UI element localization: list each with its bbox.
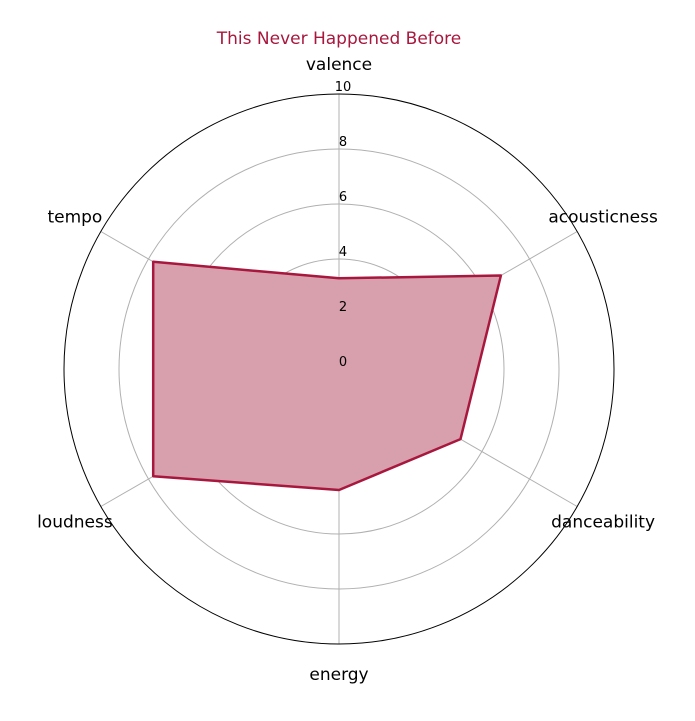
axis-label-loudness: loudness	[37, 513, 113, 533]
axis-label-valence: valence	[306, 55, 372, 75]
axis-label-danceability: danceability	[551, 513, 655, 533]
radial-ticks: 0 2 4 6 8 10	[335, 80, 352, 370]
r-tick-label: 10	[335, 80, 352, 95]
outer-frame	[63, 93, 615, 645]
series-area	[153, 261, 501, 490]
axis-labels: valence acousticness danceability energy lou…	[37, 55, 658, 685]
r-tick-label: 4	[339, 245, 347, 260]
series-line	[151, 260, 503, 492]
series-layer	[151, 260, 503, 492]
chart-title: This Never Happened Before	[216, 29, 461, 49]
r-tick-label: 2	[339, 300, 347, 315]
r-tick-label: 6	[339, 190, 347, 205]
r-tick-label: 0	[339, 355, 347, 370]
axis-label-tempo: tempo	[47, 208, 102, 228]
axis-label-energy: energy	[309, 665, 368, 685]
r-tick-label: 8	[339, 135, 347, 150]
axis-label-acousticness: acousticness	[548, 208, 658, 228]
